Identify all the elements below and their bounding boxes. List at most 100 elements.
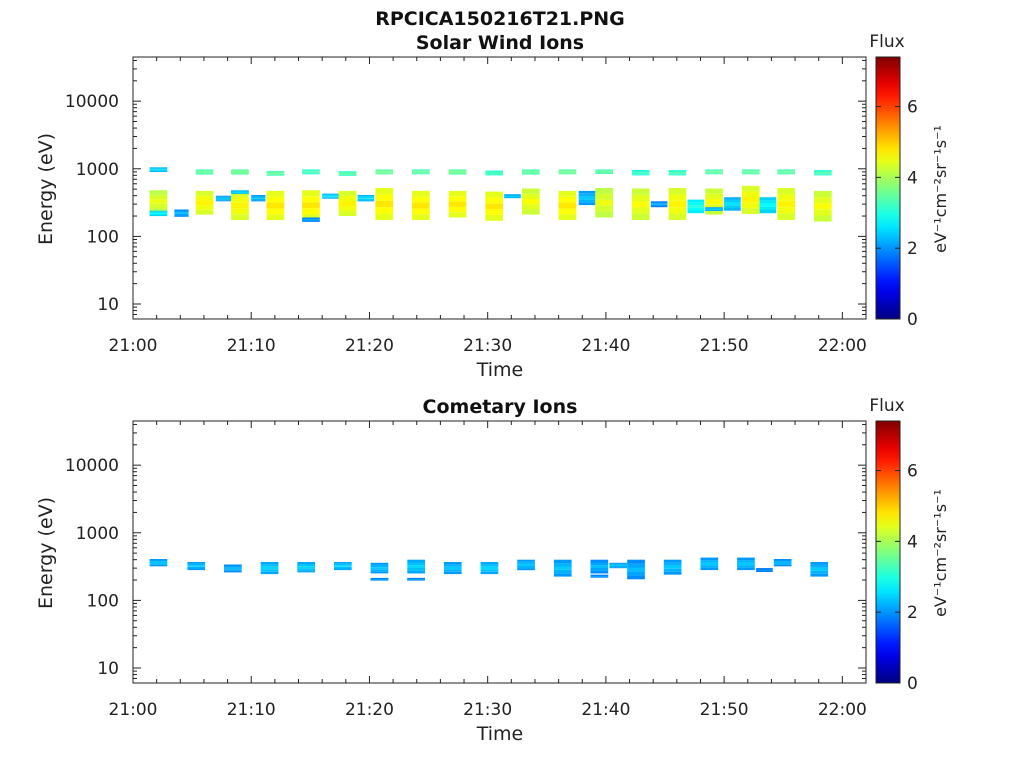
spectrogram-cell: [375, 172, 394, 174]
spectrogram-cell: [650, 206, 668, 208]
spectrogram-cell: [149, 190, 168, 195]
spectrogram-cell: [195, 171, 214, 173]
spectrogram-cell: [553, 573, 572, 577]
spectrogram-cell: [149, 168, 168, 170]
spectrogram-cell: [412, 208, 430, 215]
spectrogram-cell: [504, 195, 521, 196]
spectrogram-cell: [149, 563, 168, 565]
spectrogram-cell: [741, 208, 760, 214]
spectrogram-cell: [231, 191, 249, 193]
spectrogram-cell: [553, 559, 572, 564]
spectrogram-cell: [231, 173, 249, 175]
spectrogram-cell: [149, 208, 168, 213]
spectrogram-cell: [814, 215, 832, 222]
spectrogram-cell: [578, 193, 596, 197]
spectrogram-cell: [231, 202, 249, 209]
y-tick-label: 10000: [65, 92, 119, 112]
spectrogram-cell: [517, 563, 535, 566]
spectrogram-cell: [224, 564, 242, 567]
spectrogram-cell: [627, 563, 645, 568]
spectrogram-cell: [595, 171, 613, 173]
spectrogram-cell: [578, 199, 596, 203]
spectrogram-cell: [668, 188, 687, 195]
spectrogram-cell: [448, 169, 467, 171]
x-tick-label: 22:00: [818, 336, 867, 356]
spectrogram-cell: [231, 171, 249, 173]
spectrogram-cell: [522, 173, 540, 175]
spectrogram-cell: [149, 171, 168, 172]
spectrogram-cell: [595, 173, 613, 174]
spectrogram-cell: [407, 559, 425, 563]
spectrogram-cell: [215, 195, 234, 197]
spectrogram-cell: [558, 169, 577, 171]
spectrogram-cell: [231, 172, 249, 174]
spectrogram-cell: [517, 566, 535, 569]
spectrogram-cell: [522, 209, 540, 215]
spectrogram-cell: [338, 173, 357, 174]
spectrogram-cell: [590, 559, 609, 563]
x-axis-label: Time: [476, 723, 524, 745]
spectrogram-cell: [627, 567, 645, 572]
spectrogram-cell: [357, 197, 375, 199]
spectrogram-cell: [522, 199, 540, 205]
spectrogram-cell: [595, 188, 613, 194]
spectrogram-cell: [260, 569, 279, 572]
spectrogram-cell: [266, 202, 285, 209]
spectrogram-cell: [650, 201, 668, 203]
spectrogram-cell: [174, 212, 189, 214]
spectrogram-cell: [724, 205, 741, 208]
spectrogram-cell: [195, 190, 214, 196]
spectrogram-cell: [266, 208, 285, 215]
spectrogram-cell: [375, 213, 394, 220]
spectrogram-cell: [266, 173, 285, 175]
colorbar-title: Flux: [869, 32, 904, 52]
spectrogram-cell: [724, 208, 741, 211]
spectrogram-cell: [705, 207, 723, 209]
spectrogram-cell: [687, 210, 705, 214]
spectrogram-cell: [814, 173, 832, 175]
spectrogram-cell: [260, 562, 279, 565]
panel-solar-wind: Solar Wind Ions Flux Energy (eV) Time eV…: [35, 32, 950, 381]
x-tick-label: 21:20: [345, 700, 394, 720]
spectrogram-cell: [631, 213, 650, 220]
colorbar-tick-label: 2: [907, 603, 918, 623]
spectrogram-cell: [375, 171, 394, 173]
spectrogram-cell: [338, 174, 357, 176]
spectrogram-cell: [187, 562, 206, 564]
spectrogram-cell: [297, 564, 315, 567]
spectrogram-cell: [215, 197, 234, 199]
spectrogram-cell: [375, 200, 394, 208]
spectrogram-cell: [590, 570, 609, 574]
spectrogram-cell: [149, 560, 168, 562]
spectrogram-cell: [700, 557, 719, 561]
spectrogram-cell: [485, 215, 503, 221]
spectrogram-cell: [687, 199, 705, 203]
spectrogram-cell: [485, 203, 503, 210]
spectrogram-cell: [302, 219, 320, 221]
spectrogram-cell: [631, 172, 650, 174]
spectrogram-cell: [777, 170, 795, 172]
plot-area: 21:00 21:10 21:20 21:30 21:40 21:50 22:00 10 100…: [65, 420, 918, 720]
spectrogram-cell: [777, 173, 795, 175]
colorbar-tick-label: 4: [907, 532, 918, 552]
spectrogram-cell: [480, 571, 499, 575]
spectrogram-cell: [375, 207, 394, 214]
y-tick-label: 10000: [65, 456, 119, 476]
spectrogram-cell: [741, 170, 760, 172]
spectrogram-cell: [448, 171, 467, 173]
spectrogram-cell: [522, 171, 540, 173]
spectrogram-cell: [590, 562, 609, 566]
spectrogram-cell: [412, 171, 430, 173]
spectrogram-cell: [187, 565, 206, 567]
spectrogram-cell: [814, 174, 832, 176]
spectrogram-cell: [443, 571, 462, 575]
colorbar: [875, 56, 901, 320]
spectrogram-cell: [759, 203, 777, 207]
colorbar-tick-label: 4: [907, 168, 918, 188]
spectrogram-cell: [149, 194, 168, 200]
figure-title: RPCICA150216T21.PNG: [375, 8, 625, 30]
spectrogram-cell: [412, 169, 430, 171]
spectrogram-cell: [448, 212, 467, 218]
spectrogram-cell: [338, 173, 357, 175]
spectrogram-cell: [705, 207, 723, 209]
